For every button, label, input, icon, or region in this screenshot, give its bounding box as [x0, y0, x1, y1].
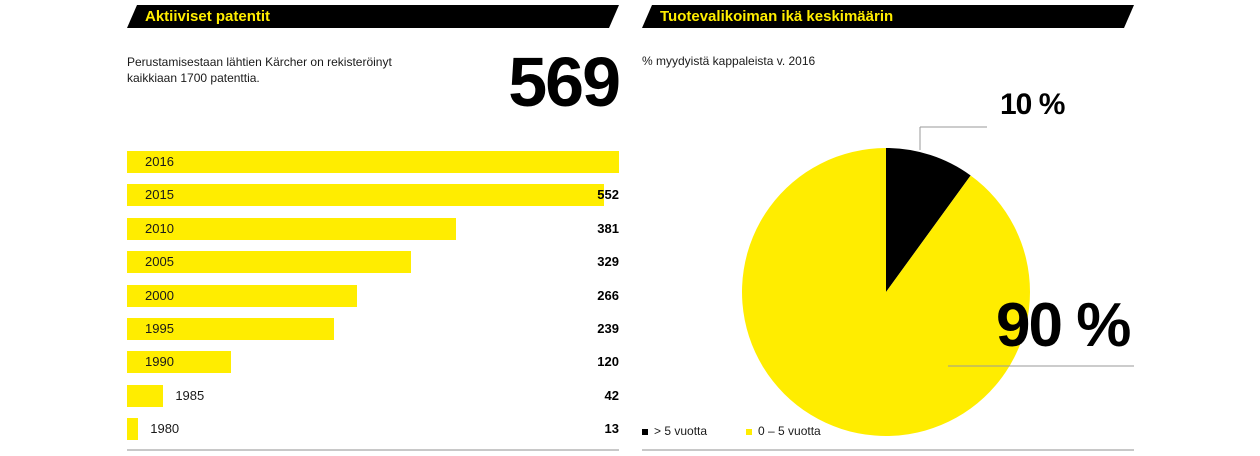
bar-row-2015: 2015 552	[127, 184, 619, 207]
bar-row-1995: 1995 239	[127, 318, 619, 340]
bar-row-2000: 2000 266	[127, 284, 619, 307]
bar-year-label: 2010	[145, 220, 174, 236]
bar-1980	[127, 418, 139, 441]
pie-slice-1	[742, 148, 1030, 436]
bar-year-label: 1990	[145, 354, 174, 370]
bar-value-label: 239	[597, 321, 619, 336]
bottom-rule	[642, 449, 1134, 451]
bar-2000	[127, 284, 357, 307]
bar-row-2005: 2005 329	[127, 251, 619, 274]
bar-year-label: 1995	[145, 321, 174, 336]
bar-row-1980: 1980 13	[127, 418, 619, 441]
bar-2015	[127, 184, 605, 207]
bar-value-label: 552	[597, 187, 619, 203]
bar-2010	[127, 217, 457, 240]
bar-value-label: 381	[597, 220, 619, 236]
patents-header: Aktiiviset patentit	[127, 5, 619, 28]
bar-value-label: 42	[604, 387, 619, 403]
bar-year-label: 2000	[145, 287, 174, 303]
bar-row-1985: 1985 42	[127, 384, 619, 407]
patents-panel: Aktiiviset patentit Perustamisestaan läh…	[127, 0, 621, 456]
patents-intro: Perustamisestaan lähtien Kärcher on reki…	[127, 55, 392, 85]
bar-year-label: 1980	[150, 421, 180, 437]
bar-value-label: 266	[597, 287, 619, 303]
product-age-subtitle: % myydyistä kappaleista v. 2016	[642, 54, 816, 68]
bar-2016	[127, 151, 619, 173]
legend-label: 0 – 5 vuotta	[758, 424, 821, 438]
pie-label-small: 10 %	[1000, 88, 1065, 121]
bar-value-label: 120	[597, 354, 619, 370]
bar-1990	[127, 351, 231, 374]
product-age-header: Tuotevalikoiman ikä keskimäärin	[642, 5, 1134, 28]
bar-2005	[127, 251, 412, 274]
pie-slice-0	[886, 148, 971, 292]
bottom-rule	[127, 449, 619, 451]
bar-year-label: 2005	[145, 254, 174, 270]
pie-label-large: 90 %	[996, 291, 1131, 360]
bar-row-2016: 2016	[127, 151, 619, 173]
bar-row-2010: 2010 381	[127, 217, 619, 240]
patents-total: 569	[508, 43, 621, 121]
product-age-panel: Tuotevalikoiman ikä keskimäärin % myydyi…	[642, 0, 1134, 456]
product-age-pie-chart	[742, 126, 1134, 436]
bar-row-1990: 1990 120	[127, 351, 619, 374]
bar-1995	[127, 318, 334, 340]
bar-year-label: 1985	[175, 387, 205, 403]
legend-label: > 5 vuotta	[654, 424, 708, 438]
bar-year-label: 2016	[145, 154, 174, 169]
bar-year-label: 2015	[145, 187, 174, 203]
legend-swatch	[746, 428, 752, 435]
legend-item: > 5 vuotta	[642, 423, 707, 439]
bar-1985	[127, 384, 164, 407]
bar-value-label: 329	[597, 254, 619, 270]
legend-swatch	[642, 428, 648, 435]
legend-item: 0 – 5 vuotta	[746, 423, 821, 439]
bar-value-label: 13	[604, 421, 619, 437]
